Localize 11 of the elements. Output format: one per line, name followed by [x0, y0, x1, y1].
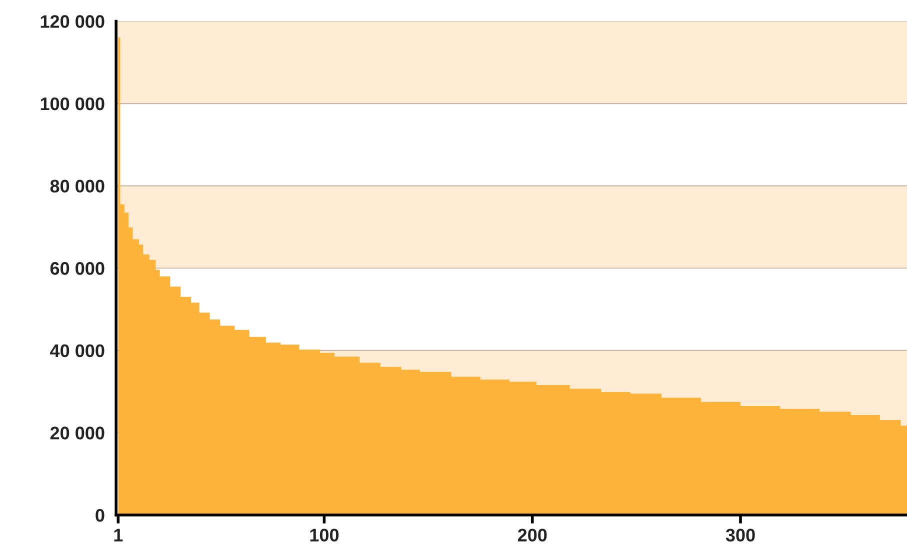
y-tick-label: 80 000 [50, 180, 104, 193]
x-tick-label: 300 [726, 528, 755, 542]
x-tick-label: 100 [310, 528, 339, 542]
x-tick-label: 200 [518, 528, 547, 542]
y-tick-label: 20 000 [50, 426, 104, 440]
y-tick-label: 0 [96, 508, 104, 522]
y-tick-label: 40 000 [50, 344, 104, 358]
x-tick-label: 1 [114, 528, 123, 542]
y-tick-label: 60 000 [50, 262, 104, 275]
y-tick-label: 120 000 [40, 15, 104, 28]
y-tick-label: 100 000 [40, 97, 104, 110]
